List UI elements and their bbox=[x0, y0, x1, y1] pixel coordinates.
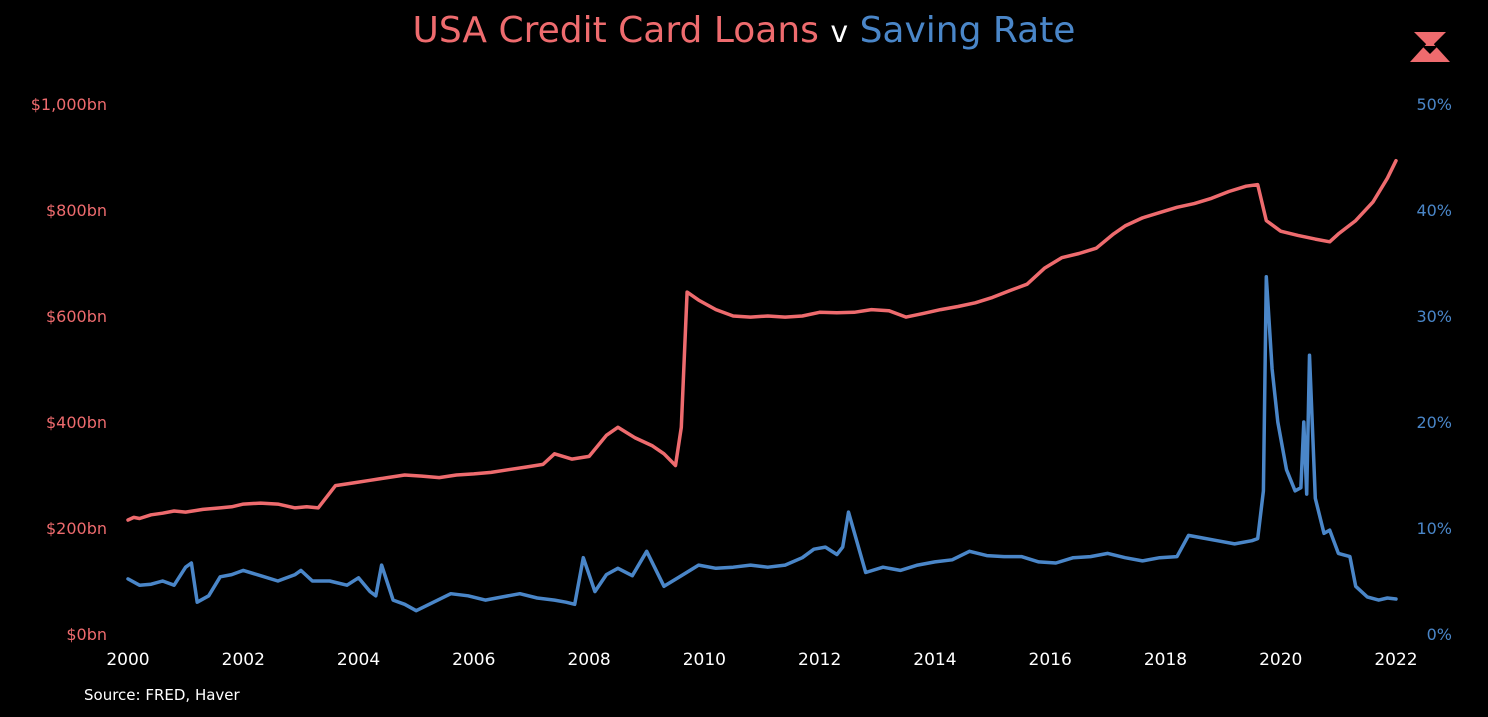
right-tick-label: 30% bbox=[1416, 307, 1452, 326]
credit-card-loans-line bbox=[126, 158, 1398, 522]
chart-title-credit: USA Credit Card Loans bbox=[412, 10, 819, 51]
right-tick-label: 50% bbox=[1416, 95, 1452, 114]
left-tick-label: $600bn bbox=[46, 307, 107, 326]
right-y-axis: 0% 10% 20% 30% 40% 50% bbox=[1416, 95, 1452, 644]
x-tick-label: 2012 bbox=[798, 650, 841, 670]
left-tick-label: $0bn bbox=[66, 625, 107, 644]
left-tick-label: $800bn bbox=[46, 201, 107, 220]
saving-rate-line bbox=[126, 275, 1398, 613]
x-tick-label: 2000 bbox=[106, 650, 149, 670]
chart-title: USA Credit Card Loans v Saving Rate bbox=[0, 10, 1488, 51]
right-tick-label: 10% bbox=[1416, 519, 1452, 538]
x-tick-label: 2018 bbox=[1144, 650, 1187, 670]
triangle-logo-icon bbox=[1410, 32, 1450, 62]
x-tick-label: 2004 bbox=[337, 650, 380, 670]
right-tick-label: 0% bbox=[1427, 625, 1452, 644]
x-tick-label: 2016 bbox=[1029, 650, 1072, 670]
series-layer bbox=[126, 158, 1398, 613]
left-tick-label: $1,000bn bbox=[31, 95, 107, 114]
right-tick-label: 20% bbox=[1416, 413, 1452, 432]
right-tick-label: 40% bbox=[1416, 201, 1452, 220]
source-note: Source: FRED, Haver bbox=[84, 686, 240, 704]
x-tick-label: 2010 bbox=[683, 650, 726, 670]
x-tick-label: 2014 bbox=[913, 650, 956, 670]
x-tick-label: 2006 bbox=[452, 650, 495, 670]
x-tick-label: 2022 bbox=[1374, 650, 1417, 670]
x-tick-label: 2002 bbox=[222, 650, 265, 670]
chart-title-connector: v bbox=[830, 15, 849, 50]
left-tick-label: $200bn bbox=[46, 519, 107, 538]
left-y-axis: $0bn $200bn $400bn $600bn $800bn $1,000bn bbox=[31, 95, 107, 644]
x-axis: 2000 2002 2004 2006 2008 2010 2012 2014 2016 2018… bbox=[106, 650, 1417, 670]
chart-title-saving: Saving Rate bbox=[859, 10, 1076, 51]
x-tick-label: 2020 bbox=[1259, 650, 1302, 670]
left-tick-label: $400bn bbox=[46, 413, 107, 432]
x-tick-label: 2008 bbox=[567, 650, 610, 670]
